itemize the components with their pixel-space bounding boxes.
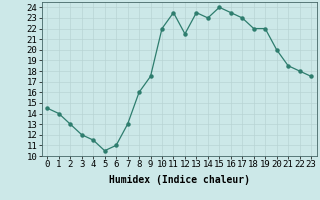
X-axis label: Humidex (Indice chaleur): Humidex (Indice chaleur) xyxy=(109,175,250,185)
